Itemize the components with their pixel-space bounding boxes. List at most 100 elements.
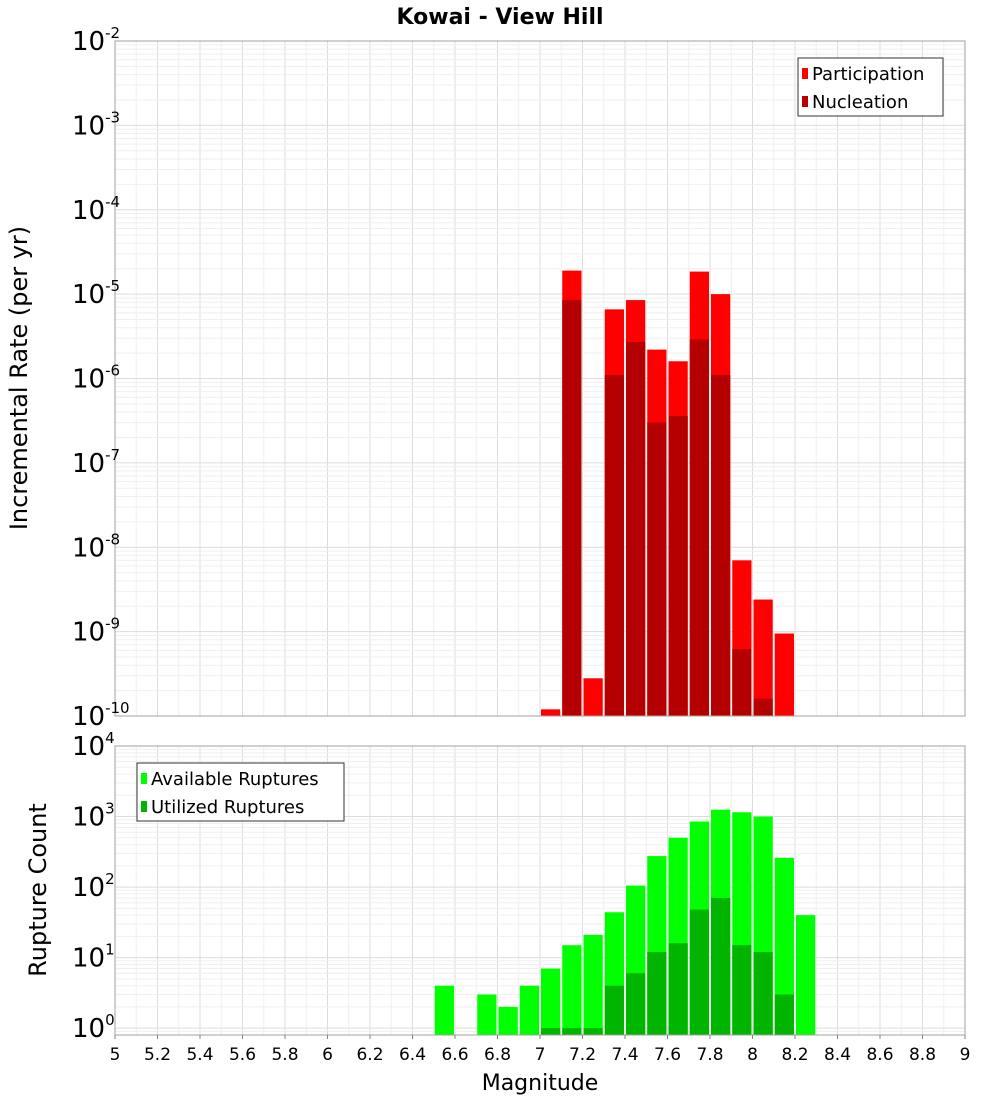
x-tick-label: 6.6 <box>441 1045 468 1065</box>
y-tick-exponent: -2 <box>105 24 120 42</box>
rate-grid <box>114 40 966 717</box>
count-bars <box>434 809 816 1035</box>
rate-bar-series2 <box>711 375 731 716</box>
rate-bar-series2 <box>753 698 773 716</box>
x-tick-label: 6 <box>322 1045 333 1065</box>
count-bar-series1 <box>519 985 539 1035</box>
rate-bar-series1 <box>774 633 794 716</box>
y-tick-exponent: 4 <box>105 729 115 747</box>
y-tick-base: 10 <box>72 944 105 974</box>
rate-bar-series2 <box>732 649 752 716</box>
y-tick-label: 102 <box>72 870 115 903</box>
count-bar-series2 <box>626 973 646 1035</box>
rate-y-axis-label: Incremental Rate (per yr) <box>5 226 33 530</box>
y-tick-exponent: -3 <box>105 108 120 126</box>
y-tick-label: 10-6 <box>72 362 120 395</box>
rate-bar-series2 <box>668 415 688 716</box>
x-tick-label: 7.4 <box>611 1045 638 1065</box>
count-bar-series2 <box>689 909 709 1035</box>
y-tick-label: 10-5 <box>72 277 120 310</box>
x-tick-label: 7.8 <box>696 1045 723 1065</box>
rate-bar-series2 <box>604 375 624 716</box>
count-bar-series1 <box>541 968 561 1035</box>
count-bar-series1 <box>477 994 497 1035</box>
count-legend: Available Ruptures Utilized Ruptures <box>136 762 345 822</box>
rate-bar-series2 <box>562 300 582 716</box>
rate-bar-series2 <box>626 342 646 716</box>
x-tick-label: 5 <box>110 1045 121 1065</box>
x-tick-label: 8 <box>747 1045 758 1065</box>
rate-bar-series1 <box>753 599 773 716</box>
y-tick-exponent: -4 <box>105 193 120 211</box>
x-tick-label: 8.2 <box>781 1045 808 1065</box>
y-tick-exponent: -6 <box>105 362 120 380</box>
x-tick-label: 8.6 <box>866 1045 893 1065</box>
count-bar-series2 <box>711 898 731 1035</box>
y-tick-base: 10 <box>72 732 105 762</box>
y-tick-label: 10-4 <box>72 193 120 226</box>
y-tick-label: 10-2 <box>72 24 120 57</box>
y-tick-base: 10 <box>72 196 105 226</box>
count-bar-series2 <box>562 1028 582 1035</box>
y-tick-base: 10 <box>72 449 105 479</box>
count-bar-series2 <box>732 945 752 1035</box>
y-tick-exponent: -7 <box>105 446 120 464</box>
x-tick-label: 7.6 <box>654 1045 681 1065</box>
y-tick-label: 101 <box>72 941 115 974</box>
y-tick-base: 10 <box>72 27 105 57</box>
y-tick-exponent: -5 <box>105 277 120 295</box>
y-tick-base: 10 <box>72 618 105 648</box>
x-tick-label: 6.4 <box>399 1045 426 1065</box>
x-tick-label: 7 <box>535 1045 546 1065</box>
y-tick-exponent: -9 <box>105 615 120 633</box>
count-bar-series1 <box>562 945 582 1035</box>
count-legend-label: Available Ruptures <box>151 769 319 790</box>
rate-bar-series2 <box>689 339 709 716</box>
x-tick-label: 5.8 <box>271 1045 298 1065</box>
y-tick-exponent: 0 <box>105 1011 115 1029</box>
y-tick-exponent: 3 <box>105 800 115 818</box>
chart-title: Kowai - View Hill <box>396 5 603 30</box>
rate-bars <box>541 270 794 716</box>
y-tick-exponent: 1 <box>105 941 115 959</box>
count-legend-swatch <box>141 773 147 784</box>
y-tick-label: 10-8 <box>72 530 120 563</box>
y-tick-base: 10 <box>72 280 105 310</box>
count-bar-series2 <box>583 1028 603 1035</box>
rate-plot-border <box>114 40 966 717</box>
x-tick-label: 6.8 <box>484 1045 511 1065</box>
y-tick-base: 10 <box>72 533 105 563</box>
y-tick-exponent: 2 <box>105 870 115 888</box>
y-tick-base: 10 <box>72 803 105 833</box>
x-tick-label: 6.2 <box>356 1045 383 1065</box>
x-tick-label: 8.8 <box>909 1045 936 1065</box>
y-tick-label: 10-3 <box>72 108 120 141</box>
count-legend-box <box>136 762 345 822</box>
y-tick-label: 10-9 <box>72 615 120 648</box>
y-tick-label: 10-7 <box>72 446 120 479</box>
x-tick-label: 9 <box>960 1045 971 1065</box>
x-tick-label: 8.4 <box>824 1045 851 1065</box>
y-tick-base: 10 <box>72 702 105 732</box>
x-axis-label: Magnitude <box>482 1071 599 1096</box>
y-tick-base: 10 <box>72 111 105 141</box>
rate-legend-label: Participation <box>812 64 924 85</box>
y-tick-label: 100 <box>72 1011 115 1044</box>
y-tick-exponent: -10 <box>105 699 130 717</box>
rate-legend-swatch <box>802 96 808 107</box>
x-ticks: 5 5.2 5.4 5.6 5.8 6 6.2 6.4 6.6 6.8 7 7.2 7.4 7.6 7.8 8… <box>110 1035 971 1065</box>
x-tick-label: 5.2 <box>144 1045 171 1065</box>
y-tick-base: 10 <box>72 365 105 395</box>
count-bar-series1 <box>796 915 816 1035</box>
count-legend-swatch <box>141 801 147 812</box>
count-bar-series1 <box>583 934 603 1035</box>
x-tick-label: 5.4 <box>186 1045 213 1065</box>
y-tick-label: 103 <box>72 800 115 833</box>
count-bar-series1 <box>498 1006 518 1035</box>
y-tick-exponent: -8 <box>105 530 120 548</box>
rate-bar-series2 <box>647 422 667 716</box>
